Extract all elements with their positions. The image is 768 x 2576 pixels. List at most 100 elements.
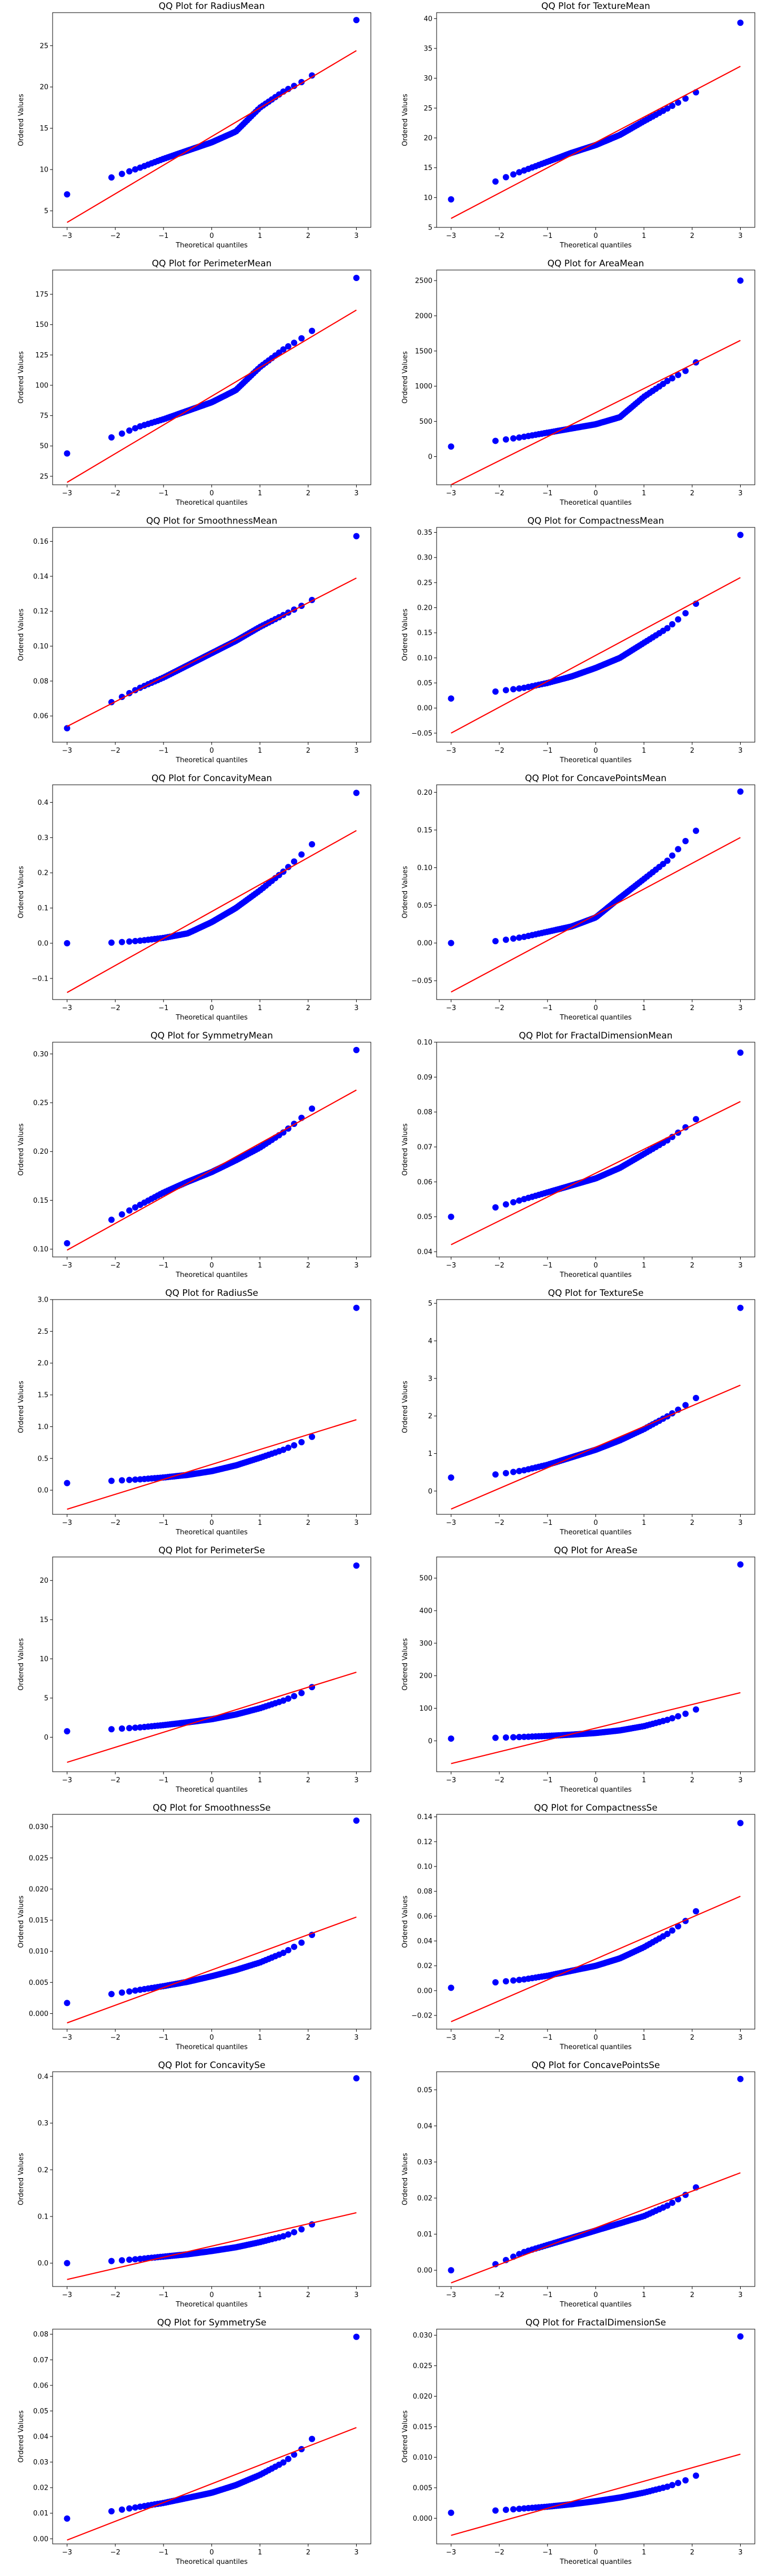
data-point — [285, 1947, 291, 1954]
y-tick-label: 0.10 — [33, 643, 48, 651]
data-point — [516, 1197, 523, 1204]
x-tick-label: 1 — [642, 1262, 646, 1270]
data-point — [516, 1734, 523, 1741]
y-tick-label: 0.20 — [417, 604, 432, 612]
y-tick-label: 0.0 — [37, 940, 48, 947]
y-tick-label: 100 — [35, 382, 48, 390]
qq-plot-svg: QQ Plot for RadiusMean −3 −2 −1 0 1 2 3 5 10 15 20 2… — [17, 1, 371, 249]
plot-title: QQ Plot for TextureSe — [548, 1288, 644, 1299]
data-point — [280, 1697, 287, 1704]
y-tick-label: 0.15 — [417, 630, 432, 637]
qq-plot-svg: QQ Plot for FractalDimensionMean −3 −2 −1 0 1… — [401, 1031, 755, 1279]
x-tick-label: 0 — [209, 747, 214, 755]
x-tick-label: −2 — [110, 2034, 120, 2042]
axes-frame — [52, 1042, 371, 1257]
x-tick-label: −2 — [110, 2549, 120, 2557]
y-axis-label: Ordered Values — [401, 94, 409, 146]
x-tick-label: 3 — [354, 1776, 358, 1784]
plot-area — [64, 274, 360, 483]
y-tick-label: 100 — [419, 1705, 432, 1713]
y-tick-label: 0.025 — [29, 1854, 48, 1862]
data-point — [353, 790, 360, 796]
y-tick-label: 35 — [423, 45, 432, 53]
x-tick-label: −3 — [62, 1776, 72, 1784]
x-tick-label: 0 — [209, 1519, 214, 1527]
data-point — [669, 621, 675, 628]
x-tick-label: 1 — [642, 2549, 646, 2557]
plot-area — [448, 1304, 744, 1510]
y-tick-label: 0.2 — [37, 870, 48, 877]
y-tick-label: 0.05 — [417, 1213, 432, 1221]
x-tick-label: 1 — [258, 490, 262, 497]
x-tick-label: 0 — [209, 490, 214, 497]
y-tick-label: 0.1 — [37, 2213, 48, 2221]
data-point — [737, 788, 744, 795]
x-axis-label: Theoretical quantiles — [175, 1271, 248, 1279]
data-point — [675, 616, 682, 623]
y-tick-label: 0.00 — [417, 705, 432, 713]
x-tick-label: −1 — [542, 2291, 552, 2299]
data-point — [108, 1216, 115, 1223]
data-point — [291, 2229, 298, 2235]
y-tick-label: 0.02 — [417, 2195, 432, 2203]
y-tick-label: 0.10 — [417, 1863, 432, 1871]
x-tick-label: 2 — [690, 1519, 694, 1527]
x-tick-label: 3 — [354, 747, 358, 755]
qq-plot-svg: QQ Plot for TextureMean−3 −2 −1 0 1 2 35101520… — [401, 1, 755, 249]
data-point — [353, 2075, 360, 2082]
data-point — [492, 1204, 499, 1211]
x-tick-label: −1 — [158, 1262, 168, 1270]
axes-frame — [436, 269, 755, 485]
x-tick-label: −1 — [542, 2549, 552, 2557]
y-tick-label: 0.04 — [417, 2122, 432, 2130]
x-tick-label: 1 — [642, 2034, 646, 2042]
data-point — [516, 2505, 523, 2512]
y-tick-label: 0 — [428, 1738, 432, 1745]
plot-title: QQ Plot for PerimeterSe — [158, 1545, 265, 1556]
qq-plot-svg: QQ Plot for FractalDimensionSe −3 −2 −1 0 1 2 3… — [401, 2318, 755, 2566]
data-point — [669, 2199, 675, 2206]
y-tick-label: 0.2 — [37, 2166, 48, 2174]
x-tick-label: −1 — [158, 232, 168, 240]
data-point — [492, 1979, 499, 1986]
x-tick-label: −2 — [110, 1262, 120, 1270]
reference-line — [451, 1692, 741, 1764]
data-point — [285, 343, 291, 350]
axes-frame — [52, 269, 371, 485]
reference-line — [451, 2172, 741, 2284]
x-tick-label: 1 — [258, 2291, 262, 2299]
y-tick-label: 0.10 — [33, 1246, 48, 1254]
data-point — [285, 864, 291, 871]
plot-area — [64, 533, 360, 732]
qq-plot-svg: QQ Plot for ConcavePointsMean −3 −2 −1 0 1 2 3 −… — [401, 773, 755, 1022]
x-tick-label: 3 — [738, 2034, 742, 2042]
plot-area — [448, 2333, 744, 2536]
data-point — [353, 17, 360, 24]
plot-area — [448, 2075, 744, 2284]
y-tick-label: 2000 — [415, 312, 432, 320]
y-tick-label: 200 — [419, 1672, 432, 1680]
x-tick-label: −1 — [158, 2034, 168, 2042]
qq-plot-svg: QQ Plot for CompactnessSe −3 −2 −1 0 1 2 3 −0.02… — [401, 1803, 755, 2051]
data-point — [448, 1213, 454, 1220]
axes-frame — [52, 784, 371, 1000]
data-point — [298, 1690, 305, 1696]
x-tick-label: −3 — [62, 2034, 72, 2042]
reference-line — [451, 1101, 741, 1245]
qq-plot-svg: QQ Plot for AreaMean −3 −2 −1 0 1 2 3 0 500 1000 15… — [401, 258, 755, 507]
plot-title: QQ Plot for PerimeterMean — [152, 258, 272, 269]
y-tick-label: 2500 — [415, 277, 432, 285]
plot-area — [64, 790, 360, 993]
y-tick-label: 5 — [44, 1695, 48, 1703]
x-axis-label: Theoretical quantiles — [559, 2301, 632, 2309]
data-point — [64, 2260, 70, 2267]
data-point — [132, 166, 139, 173]
y-tick-label: 2.0 — [37, 1360, 48, 1367]
x-tick-label: 2 — [306, 1519, 310, 1527]
reference-line — [451, 1384, 741, 1510]
data-point — [502, 1470, 509, 1476]
x-tick-label: 3 — [354, 2549, 358, 2557]
y-tick-label: 0.08 — [33, 677, 48, 685]
reference-line — [67, 1916, 357, 2024]
x-tick-label: 0 — [209, 1004, 214, 1012]
